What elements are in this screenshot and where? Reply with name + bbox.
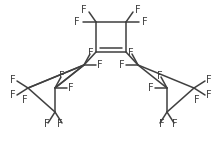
Text: F: F — [128, 48, 134, 58]
Text: F: F — [206, 75, 212, 85]
Text: F: F — [10, 75, 16, 85]
Text: F: F — [68, 83, 74, 93]
Text: F: F — [206, 90, 212, 100]
Text: F: F — [81, 5, 87, 15]
Text: F: F — [159, 119, 165, 129]
Text: F: F — [74, 17, 80, 27]
Text: F: F — [194, 95, 200, 105]
Text: F: F — [142, 17, 148, 27]
Text: F: F — [57, 119, 63, 129]
Text: F: F — [135, 5, 141, 15]
Text: F: F — [97, 60, 103, 70]
Text: F: F — [22, 95, 28, 105]
Text: F: F — [59, 71, 65, 81]
Text: F: F — [10, 90, 16, 100]
Text: F: F — [44, 119, 50, 129]
Text: F: F — [88, 48, 94, 58]
Text: F: F — [119, 60, 125, 70]
Text: F: F — [148, 83, 154, 93]
Text: F: F — [157, 71, 163, 81]
Text: F: F — [172, 119, 178, 129]
